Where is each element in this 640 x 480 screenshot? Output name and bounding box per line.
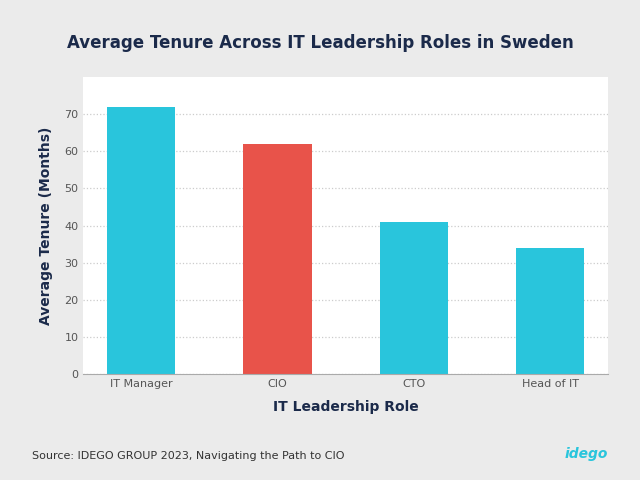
Bar	[107, 107, 175, 374]
Text: idego: idego	[564, 447, 608, 461]
X-axis label: IT Leadership Role: IT Leadership Role	[273, 400, 419, 414]
Text: Source: IDEGO GROUP 2023, Navigating the Path to CIO: Source: IDEGO GROUP 2023, Navigating the…	[32, 451, 344, 461]
Bar	[516, 248, 584, 374]
Bar	[380, 222, 448, 374]
Y-axis label: Average Tenure (Months): Average Tenure (Months)	[39, 126, 53, 325]
Text: Average Tenure Across IT Leadership Roles in Sweden: Average Tenure Across IT Leadership Role…	[67, 34, 573, 51]
Bar	[243, 144, 312, 374]
